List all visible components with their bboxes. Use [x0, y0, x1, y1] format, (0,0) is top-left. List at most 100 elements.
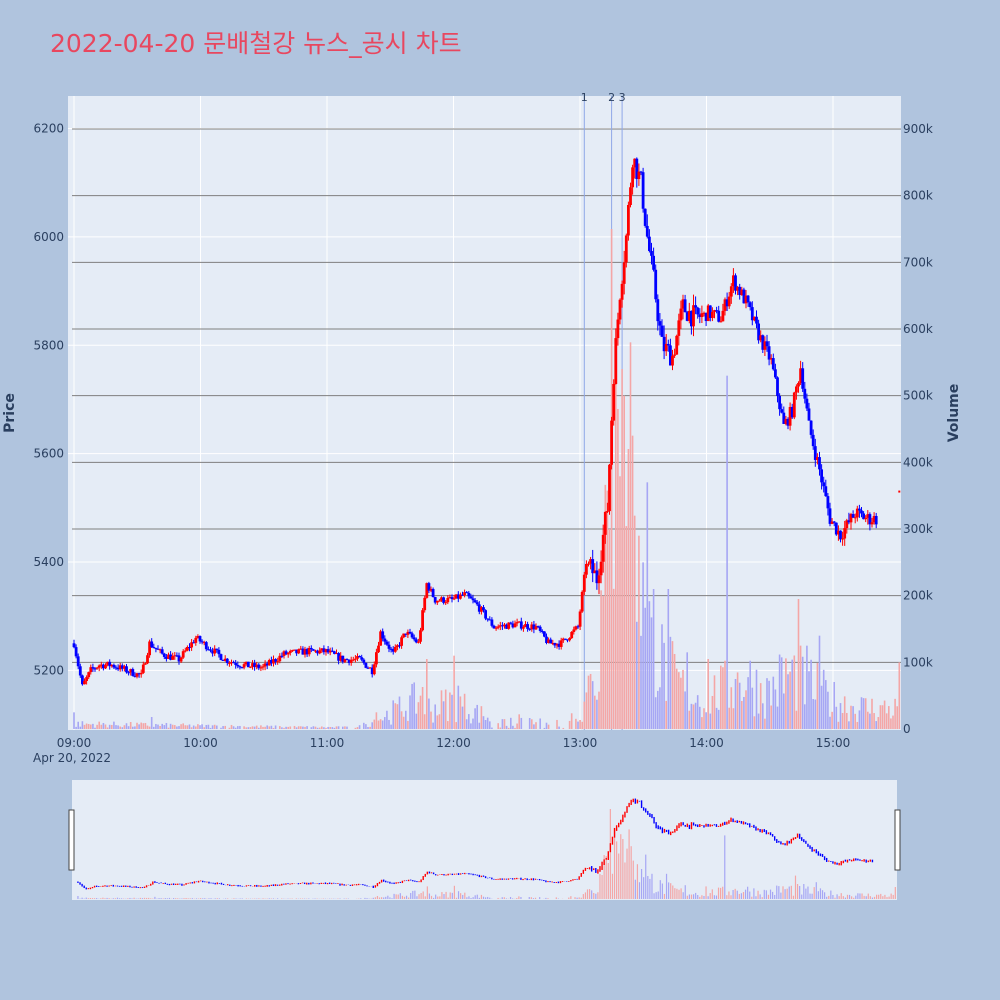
- volume-bar: [885, 713, 888, 729]
- slider-volume-bar: [842, 896, 844, 899]
- volume-bar: [766, 678, 768, 729]
- volume-bar: [793, 655, 796, 729]
- slider-volume-bar: [528, 897, 530, 899]
- volume-bar: [577, 721, 579, 729]
- candle: [419, 627, 422, 644]
- candle: [74, 644, 78, 659]
- slider-volume-bar: [127, 898, 129, 899]
- volume-bar: [808, 671, 810, 729]
- candle: [551, 639, 555, 646]
- volume-bar: [310, 727, 313, 729]
- candle: [150, 638, 154, 648]
- slider-volume-bar: [389, 897, 391, 899]
- candle: [326, 645, 330, 655]
- volume-bar: [610, 229, 613, 729]
- y-tick-label: 6000: [33, 230, 64, 244]
- range-slider-area[interactable]: [72, 780, 897, 900]
- volume-bar: [312, 726, 315, 729]
- slider-volume-bar: [277, 898, 279, 899]
- volume-bar: [306, 726, 308, 729]
- volume-bar: [703, 708, 705, 729]
- slider-volume-bar: [372, 897, 374, 899]
- candle: [696, 306, 700, 319]
- candle: [412, 634, 416, 642]
- candle: [475, 600, 479, 607]
- candle: [473, 598, 477, 604]
- slider-volume-bar: [713, 895, 715, 899]
- volume-bar: [787, 674, 789, 729]
- volume-bar: [568, 720, 571, 729]
- candle: [727, 291, 731, 309]
- volume-bar: [881, 705, 884, 729]
- volume-bar: [302, 726, 304, 729]
- candle: [139, 669, 143, 678]
- candle: [215, 648, 219, 653]
- volume-bar: [489, 721, 491, 729]
- volume-bar: [671, 641, 674, 729]
- volume-bar: [518, 714, 520, 729]
- candle: [207, 646, 210, 651]
- candle: [154, 647, 158, 653]
- slider-volume-bar: [734, 888, 736, 899]
- candle: [606, 502, 609, 514]
- candle: [354, 655, 357, 663]
- volume-bar: [835, 706, 838, 729]
- slider-volume-bar: [665, 873, 668, 899]
- candle: [692, 294, 695, 337]
- volume-bar: [459, 696, 462, 729]
- volume-bar: [873, 713, 875, 729]
- volume-bar: [453, 655, 455, 729]
- slider-volume-bar: [374, 897, 376, 899]
- candle: [780, 403, 784, 414]
- candle: [72, 639, 76, 649]
- candle: [725, 292, 729, 312]
- volume-bar: [176, 726, 178, 729]
- slider-volume-bar: [755, 896, 757, 899]
- slider-volume-bar: [744, 889, 747, 899]
- volume-bar: [237, 726, 239, 729]
- candle: [547, 637, 550, 644]
- candle: [847, 512, 851, 525]
- candle: [213, 645, 217, 657]
- slider-volume-bar: [457, 891, 460, 899]
- slider-volume-bar: [568, 897, 570, 899]
- candle: [236, 661, 240, 669]
- volume-bar: [837, 721, 840, 729]
- candle: [540, 629, 544, 634]
- volume-bar: [125, 723, 128, 729]
- candle: [162, 652, 166, 660]
- candle: [387, 641, 391, 653]
- volume-bar: [709, 713, 712, 729]
- volume-bar: [295, 727, 298, 729]
- slider-volume-bar: [414, 890, 416, 899]
- candle: [864, 515, 868, 523]
- volume-bar: [707, 659, 709, 729]
- range-slider-handle-right[interactable]: [894, 809, 901, 871]
- volume-bar: [129, 722, 132, 729]
- range-slider-handle-left[interactable]: [68, 809, 75, 871]
- volume-layer: [73, 229, 901, 729]
- candle: [818, 451, 821, 476]
- candle: [593, 563, 597, 574]
- volume-bar: [625, 526, 628, 729]
- candle: [543, 631, 546, 638]
- slider-volume-bar: [116, 897, 119, 899]
- volume-bar: [801, 656, 804, 729]
- volume-bar: [646, 482, 649, 729]
- volume-tick-label: 0: [903, 722, 911, 736]
- candle: [320, 648, 324, 654]
- candle: [484, 609, 487, 621]
- slider-volume-bar: [187, 898, 189, 899]
- slider-volume-bar: [449, 892, 451, 899]
- candle: [816, 453, 819, 465]
- volume-bar: [701, 717, 703, 729]
- candle: [362, 658, 366, 665]
- slider-volume-bar: [385, 896, 387, 899]
- slider-volume-bar: [730, 895, 732, 899]
- volume-tick-label: 800k: [903, 189, 933, 203]
- candle: [261, 664, 265, 671]
- candle: [828, 502, 832, 527]
- slider-volume-bar: [570, 896, 572, 899]
- slider-volume-bar: [786, 888, 788, 899]
- slider-volume-bar: [505, 898, 507, 899]
